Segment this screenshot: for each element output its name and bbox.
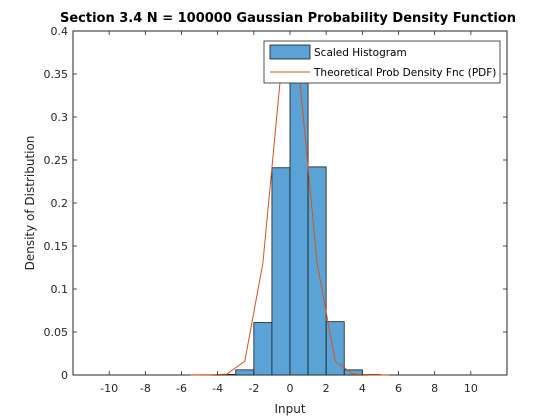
x-axis-label: Input	[274, 402, 305, 416]
y-tick-label: 0.05	[44, 326, 69, 339]
y-tick-label: 0.2	[51, 197, 69, 210]
y-tick-label: 0.3	[51, 111, 69, 124]
x-tick-label: -2	[248, 382, 259, 395]
x-tick-label: -4	[212, 382, 223, 395]
plot-area: -10 -8 -6 -4 -2 0 2 4 6 8 10 0 0.05 0.1 0.15 0.2 0.25 0.…	[44, 25, 508, 395]
histogram-bar	[289, 44, 309, 376]
x-tick-label: 0	[287, 382, 294, 395]
x-tick-label: -10	[100, 382, 118, 395]
legend: Scaled Histogram Theoretical Prob Densit…	[263, 40, 501, 84]
legend-label-histogram: Scaled Histogram	[314, 47, 407, 59]
x-ticks: -10 -8 -6 -4 -2 0 2 4 6 8 10	[100, 31, 478, 395]
x-tick-label: 10	[464, 382, 478, 395]
y-tick-label: 0.1	[51, 283, 69, 296]
y-axis-label: Density of Distribution	[23, 136, 37, 271]
histogram-bar	[253, 322, 273, 376]
y-ticks: 0 0.05 0.1 0.15 0.2 0.25 0.3 0.35 0.4	[44, 25, 507, 382]
y-tick-label: 0.25	[44, 154, 69, 167]
y-tick-label: 0.15	[44, 240, 69, 253]
legend-label-pdf: Theoretical Prob Density Fnc (PDF)	[313, 67, 496, 79]
legend-swatch-histogram	[269, 44, 311, 60]
x-tick-label: 4	[359, 382, 366, 395]
chart-title: Section 3.4 N = 100000 Gaussian Probabil…	[60, 11, 516, 26]
x-tick-label: -8	[140, 382, 151, 395]
x-tick-label: 8	[431, 382, 438, 395]
y-tick-label: 0.4	[51, 25, 69, 38]
histogram-bar	[235, 369, 255, 376]
x-tick-label: -6	[176, 382, 187, 395]
histogram-bar	[271, 167, 291, 376]
x-tick-label: 6	[395, 382, 402, 395]
y-tick-label: 0	[61, 369, 68, 382]
x-tick-label: 2	[323, 382, 330, 395]
y-tick-label: 0.35	[44, 68, 69, 81]
